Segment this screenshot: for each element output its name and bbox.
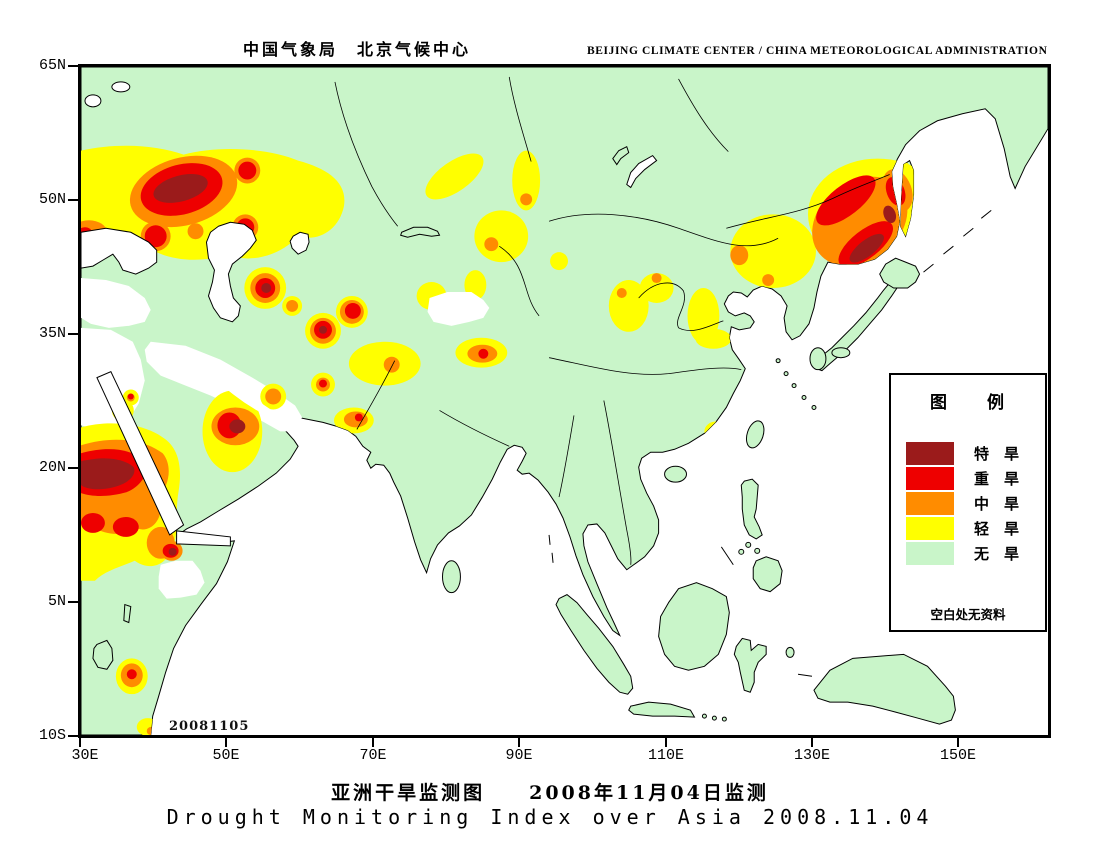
island-lesser-sunda xyxy=(701,713,727,722)
legend-item-severe: 特 旱 xyxy=(891,441,1045,466)
legend-swatch-moderate xyxy=(906,492,954,515)
date-stamp: 20081105 xyxy=(169,719,250,734)
lon-label-90e: 90E xyxy=(505,747,533,764)
legend-label-moderate: 中 旱 xyxy=(974,495,1020,513)
lake-onega xyxy=(111,81,131,93)
lon-tick-30e xyxy=(79,738,81,747)
map-frame: 20081105 图 例 特 旱 重 旱 中 旱 轻 旱 xyxy=(78,64,1051,738)
island-seram xyxy=(797,673,813,677)
lat-label-35n: 35N xyxy=(38,325,66,342)
aral-sea xyxy=(289,231,310,255)
asia-landmass xyxy=(81,67,1048,735)
lon-label-50e: 50E xyxy=(212,747,240,764)
island-shikoku xyxy=(831,347,851,359)
island-kurils xyxy=(923,209,992,273)
footer-title-cn: 亚洲干旱监测图 2008年11月04日监测 xyxy=(331,782,769,804)
island-palawan xyxy=(720,546,734,566)
lat-tick-10s xyxy=(68,735,78,737)
lon-label-130e: 130E xyxy=(793,747,830,764)
lake-turkana xyxy=(123,603,132,624)
island-taiwan xyxy=(745,420,765,449)
drought-severe-layer xyxy=(81,174,897,556)
footer-title-en: Drought Monitoring Index over Asia 2008.… xyxy=(166,805,934,829)
lon-label-110e: 110E xyxy=(647,747,684,764)
lat-tick-50n xyxy=(68,199,78,201)
header-title-en: BEIJING CLIMATE CENTER / CHINA METEOROLO… xyxy=(587,45,1048,57)
legend-swatch-heavy xyxy=(906,467,954,490)
caspian-sea xyxy=(205,221,257,323)
no-data-somalia xyxy=(158,560,205,599)
header-title-cn: 中国气象局 北京气候中心 xyxy=(243,40,472,59)
legend-label-light: 轻 旱 xyxy=(974,520,1020,538)
lake-baikal xyxy=(626,154,658,189)
no-data-anatolia xyxy=(81,278,151,328)
legend-item-light: 轻 旱 xyxy=(891,516,1045,541)
island-honshu xyxy=(813,277,901,372)
legend-note: 空白处无资料 xyxy=(930,607,1006,622)
map-svg xyxy=(81,67,1048,735)
island-ryukyus xyxy=(775,358,817,410)
lon-label-30e: 30E xyxy=(71,747,99,764)
legend-rows: 特 旱 重 旱 中 旱 轻 旱 无 旱 xyxy=(891,441,1045,566)
island-new-guinea xyxy=(813,653,956,725)
legend-label-heavy: 重 旱 xyxy=(974,470,1020,488)
lon-tick-70e xyxy=(372,738,374,747)
island-luzon xyxy=(740,478,763,540)
no-data-arabia-desert xyxy=(144,341,303,432)
red-sea xyxy=(96,370,185,536)
island-hainan xyxy=(664,465,687,483)
lat-label-10s: 10S xyxy=(38,727,66,744)
legend-item-none: 无 旱 xyxy=(891,541,1045,566)
legend-title: 图 例 xyxy=(930,393,1006,413)
lake-ladoga xyxy=(84,94,102,108)
lat-label-50n: 50N xyxy=(38,191,66,208)
island-visayas xyxy=(738,541,761,555)
lat-tick-20n xyxy=(68,467,78,469)
black-sea xyxy=(81,227,158,275)
legend-item-heavy: 重 旱 xyxy=(891,466,1045,491)
island-hokkaido xyxy=(879,257,921,289)
gulf-of-aden xyxy=(176,530,231,547)
legend-swatch-light xyxy=(906,517,954,540)
water-bodies xyxy=(81,81,658,670)
lake-victoria xyxy=(92,639,114,670)
lon-tick-130e xyxy=(811,738,813,747)
legend-box: 图 例 特 旱 重 旱 中 旱 轻 旱 xyxy=(889,373,1047,632)
island-srilanka xyxy=(442,560,461,594)
legend-label-none: 无 旱 xyxy=(974,545,1020,563)
legend-swatch-none xyxy=(906,542,954,565)
lon-tick-90e xyxy=(518,738,520,747)
lat-label-65n: 65N xyxy=(38,57,66,74)
island-sulawesi xyxy=(733,637,767,693)
lat-label-20n: 20N xyxy=(38,459,66,476)
lake-small-siberia xyxy=(612,145,630,166)
island-mindanao xyxy=(752,556,783,593)
lat-label-5n: 5N xyxy=(47,593,66,610)
lat-tick-35n xyxy=(68,333,78,335)
lon-label-70e: 70E xyxy=(359,747,387,764)
lon-label-150e: 150E xyxy=(939,747,976,764)
island-borneo xyxy=(658,582,730,671)
legend-item-moderate: 中 旱 xyxy=(891,491,1045,516)
island-halmahera xyxy=(785,646,795,658)
legend-swatch-severe xyxy=(906,442,954,465)
lake-balkhash xyxy=(400,226,441,238)
lon-tick-50e xyxy=(225,738,227,747)
legend-label-severe: 特 旱 xyxy=(974,445,1020,463)
island-java xyxy=(628,701,696,718)
rivers-and-borders xyxy=(334,76,890,565)
lon-tick-110e xyxy=(665,738,667,747)
island-sumatra xyxy=(555,594,634,695)
island-kyushu xyxy=(809,347,827,371)
lat-tick-65n xyxy=(68,65,78,67)
lon-tick-150e xyxy=(957,738,959,747)
island-andamans xyxy=(548,534,554,563)
lat-tick-5n xyxy=(68,601,78,603)
taklamakan-no-data xyxy=(427,291,490,326)
